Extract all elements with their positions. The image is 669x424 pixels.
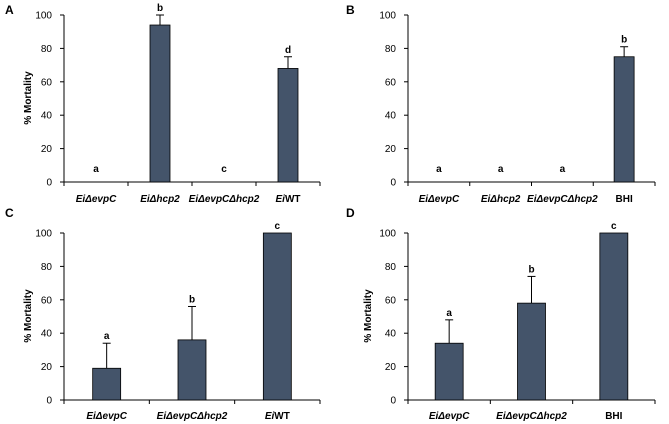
panel-a-category-label: EiΔevpCΔhcp2	[189, 194, 260, 205]
panel-a-significance-label: c	[221, 164, 227, 175]
panel-d-significance-label: c	[611, 221, 617, 232]
panel-a-category-label: EiΔevpC	[76, 194, 117, 205]
panel-a-category-label: EiΔhcp2	[140, 194, 180, 205]
panel-d: D % Mortality 0 20 40 60 80 100 a EiΔevpC b EiΔev…	[346, 206, 656, 422]
panel-b-ytick-label: 40	[385, 111, 397, 122]
panel-c-bar	[92, 367, 122, 401]
panel-a-category-label: EiWT	[276, 194, 301, 205]
panel-b-category-label: EiΔevpC	[419, 194, 460, 205]
panel-a-significance-label: a	[93, 164, 99, 175]
panel-d-ytick-label: 40	[385, 329, 397, 340]
panel-b-letter: B	[346, 3, 355, 17]
panel-d-significance-label: a	[446, 308, 452, 319]
panel-c-ytick-label: 100	[35, 229, 52, 240]
panel-c-category-label-italic: Ei	[265, 411, 275, 422]
panel-d-ytick-label: 20	[385, 362, 397, 373]
panel-c-significance-label: a	[104, 331, 110, 342]
panel-d-ytick-label: 100	[379, 229, 396, 240]
panel-c-ytick-label: 0	[46, 396, 52, 407]
panel-d-category-label: EiΔevpC	[429, 411, 470, 422]
panel-a-ylabel: % Mortality	[23, 71, 34, 125]
panel-a-ytick-label: 20	[41, 144, 53, 155]
panel-c-category-label: EiWT	[265, 411, 290, 422]
panel-d-bar	[599, 232, 629, 401]
panel-a-category-label-upright: WT	[285, 194, 301, 205]
panel-c-ytick-label: 80	[41, 262, 53, 273]
panel-c-category-label: EiΔevpC	[86, 411, 127, 422]
panel-a-ytick-label: 60	[41, 77, 53, 88]
panel-a-ytick-label: 100	[35, 11, 52, 22]
panel-c-ylabel: % Mortality	[23, 289, 34, 343]
panel-b-significance-label: b	[621, 35, 627, 46]
panel-a-significance-label: b	[157, 3, 163, 14]
panel-c-bar	[177, 339, 207, 401]
panel-d-ytick-label: 80	[385, 262, 397, 273]
panel-b-significance-label: a	[560, 164, 566, 175]
panel-b-ytick-label: 20	[385, 144, 397, 155]
panel-c-bar	[262, 232, 292, 401]
panel-a-bar	[277, 68, 299, 183]
panel-b-bar	[613, 56, 635, 183]
panel-c: C % Mortality 0 20 40 60 80 100 a EiΔevpC b EiΔev…	[5, 206, 321, 422]
panel-d-category-label: EiΔevpCΔhcp2	[496, 411, 567, 422]
panel-b-ytick-label: 60	[385, 77, 397, 88]
panel-c-category-label-upright: WT	[274, 411, 290, 422]
panel-d-ytick-label: 0	[390, 396, 396, 407]
panel-d-category-label: BHI	[605, 411, 622, 422]
panel-d-ylabel: % Mortality	[363, 289, 374, 343]
panel-b-ytick-label: 0	[390, 178, 396, 189]
panel-d-letter: D	[346, 206, 355, 220]
panel-a: A % Mortality 0 20 40 60 80 100 a EiΔevpC b EiΔhc…	[5, 3, 321, 205]
panel-b: B 0 20 40 60 80 100 a EiΔevpC a EiΔhcp2 a EiΔevpCΔh…	[346, 3, 656, 205]
panel-c-ytick-label: 40	[41, 329, 53, 340]
panel-a-category-label-italic: Ei	[276, 194, 286, 205]
panel-c-category-label: EiΔevpCΔhcp2	[157, 411, 228, 422]
panel-b-ytick-label: 100	[379, 11, 396, 22]
panel-d-bar	[434, 342, 464, 401]
panel-c-ytick-label: 20	[41, 362, 53, 373]
panel-d-bar	[517, 302, 546, 401]
panel-b-category-label: EiΔhcp2	[481, 194, 521, 205]
panel-a-significance-label: d	[285, 45, 291, 56]
panel-a-ytick-label: 40	[41, 111, 53, 122]
panel-d-ytick-label: 60	[385, 295, 397, 306]
panel-b-significance-label: a	[436, 164, 442, 175]
panel-b-category-label: EiΔevpCΔhcp2	[527, 194, 598, 205]
panel-b-significance-label: a	[498, 164, 504, 175]
panel-c-significance-label: c	[275, 221, 281, 232]
panel-a-letter: A	[5, 3, 14, 17]
panel-d-significance-label: b	[528, 264, 534, 275]
panel-c-significance-label: b	[189, 294, 195, 305]
panel-c-letter: C	[5, 206, 14, 220]
panel-b-ytick-label: 80	[385, 44, 397, 55]
panel-c-ytick-label: 60	[41, 295, 53, 306]
panel-b-category-label: BHI	[616, 194, 633, 205]
panel-a-ytick-label: 80	[41, 44, 53, 55]
panel-a-bar	[149, 24, 171, 183]
panel-a-ytick-label: 0	[46, 178, 52, 189]
